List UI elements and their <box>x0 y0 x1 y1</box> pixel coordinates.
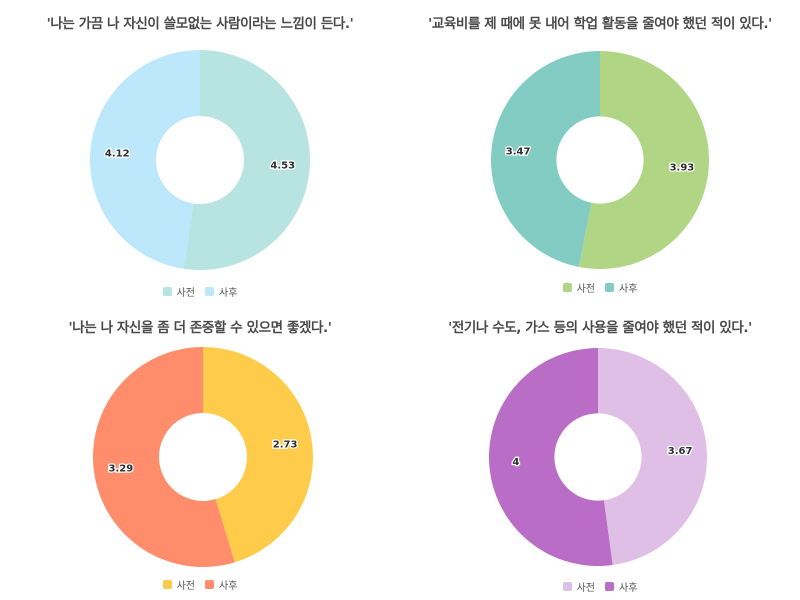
legend-item[interactable]: 사후 <box>205 577 237 592</box>
donut-slice-pre[interactable] <box>598 348 707 566</box>
legend-swatch <box>562 283 572 292</box>
donut-chart-panel: '전기나 수도, 가스 등의 사용을 줄여야 했던 적이 있다.' 3.67 4 사전… <box>400 300 800 600</box>
slice-value-label: 4 <box>512 457 519 468</box>
donut-chart: 2.73 3.29 <box>92 347 313 567</box>
slice-value-label: 3.47 <box>506 146 531 157</box>
legend-swatch <box>605 283 614 292</box>
legend-swatch <box>562 582 572 591</box>
legend-label: 사후 <box>619 583 638 594</box>
chart-legend: 사전 사후 <box>0 577 400 592</box>
donut-slice-pre[interactable] <box>578 51 710 269</box>
legend-label: 사전 <box>576 284 595 295</box>
legend-label: 사전 <box>576 583 595 594</box>
donut-chart: 3.67 4 <box>488 348 707 566</box>
chart-legend: 사전 사후 <box>0 284 400 299</box>
chart-title: '나는 가끔 나 자신이 쓸모없는 사람이라는 느낌이 든다.' <box>46 16 354 32</box>
legend-item[interactable]: 사전 <box>562 280 595 295</box>
legend-item[interactable]: 사전 <box>562 579 595 594</box>
donut-slice-post[interactable] <box>92 347 235 567</box>
legend-swatch <box>205 287 214 296</box>
donut-chart: 4.53 4.12 <box>90 49 311 271</box>
donut-chart-panel: '나는 가끔 나 자신이 쓸모없는 사람이라는 느낌이 든다.' 4.53 4.12… <box>0 0 400 300</box>
legend-item[interactable]: 사후 <box>605 579 637 594</box>
legend-swatch <box>605 582 614 591</box>
legend-item[interactable]: 사후 <box>605 280 637 295</box>
donut-chart-panel: '교육비를 제 때에 못 내어 학업 활동을 줄여야 했던 적이 있다.' 3.9… <box>400 0 800 300</box>
donut-slice-pre[interactable] <box>183 49 311 271</box>
legend-item[interactable]: 사전 <box>162 284 195 299</box>
donut-slice-post[interactable] <box>90 50 200 269</box>
slice-value-label: 3.67 <box>668 446 693 457</box>
slice-value-label: 3.29 <box>109 464 134 475</box>
legend-swatch <box>162 580 172 589</box>
legend-label: 사후 <box>219 288 238 299</box>
chart-title: '전기나 수도, 가스 등의 사용을 줄여야 했던 적이 있다.' <box>448 320 752 336</box>
donut-slice-pre[interactable] <box>203 347 313 563</box>
legend-item[interactable]: 사전 <box>162 577 195 592</box>
legend-label: 사후 <box>619 284 638 295</box>
donut-chart: 3.93 3.47 <box>491 51 710 269</box>
chart-legend: 사전 사후 <box>400 579 800 594</box>
slice-value-label: 4.12 <box>105 148 130 159</box>
donut-slice-post[interactable] <box>491 51 600 267</box>
legend-swatch <box>205 580 214 589</box>
slice-value-label: 2.73 <box>273 439 298 450</box>
legend-swatch <box>162 287 172 296</box>
donut-chart-panel: '나는 나 자신을 좀 더 존중할 수 있으면 좋겠다.' 2.73 3.29 사전 사… <box>0 300 400 600</box>
chart-title: '교육비를 제 때에 못 내어 학업 활동을 줄여야 했던 적이 있다.' <box>428 16 772 32</box>
chart-legend: 사전 사후 <box>400 280 800 295</box>
legend-label: 사전 <box>176 288 195 299</box>
donut-slice-post[interactable] <box>488 348 613 566</box>
legend-item[interactable]: 사후 <box>205 284 237 299</box>
slice-value-label: 3.93 <box>670 163 695 174</box>
legend-label: 사전 <box>176 581 195 592</box>
slice-value-label: 4.53 <box>270 161 295 172</box>
legend-label: 사후 <box>219 581 238 592</box>
chart-title: '나는 나 자신을 좀 더 존중할 수 있으면 좋겠다.' <box>68 320 332 336</box>
